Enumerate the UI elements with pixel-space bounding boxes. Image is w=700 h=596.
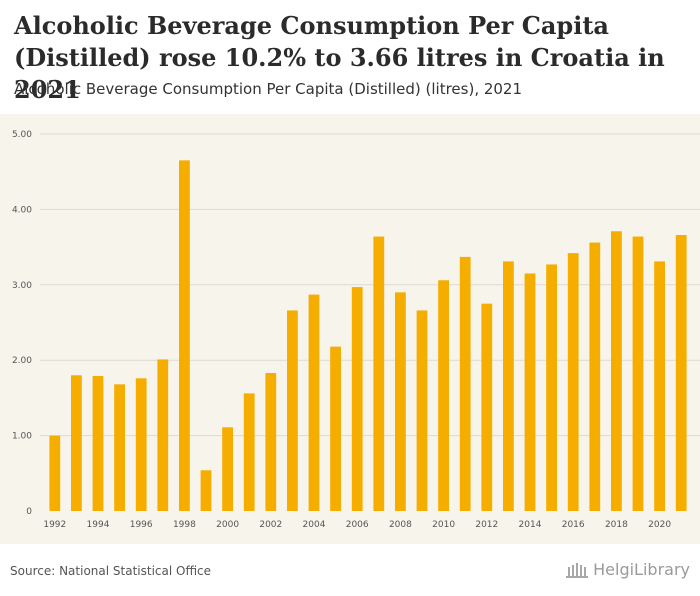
x-tick-label: 2008 <box>389 520 412 530</box>
bar-1997 <box>157 359 169 511</box>
bar-2013 <box>503 261 514 511</box>
x-tick-label: 2006 <box>346 520 369 530</box>
chart-title: Alcoholic Beverage Consumption Per Capit… <box>14 11 665 104</box>
bar-2016 <box>567 253 579 511</box>
bar-2007 <box>373 236 385 511</box>
bar-2019 <box>632 236 644 511</box>
bar-1994 <box>92 376 104 511</box>
bar-1992 <box>49 435 61 511</box>
y-tick-label: 3.00 <box>12 281 32 291</box>
bar-2017 <box>589 242 601 512</box>
bar-1998 <box>179 160 190 511</box>
bar-2004 <box>308 294 320 511</box>
logo-text: HelgiLibrary <box>593 560 690 579</box>
x-tick-label: 2012 <box>475 520 498 530</box>
bar-2010 <box>438 280 449 511</box>
y-tick-label: 5.00 <box>12 130 32 140</box>
bar-2005 <box>330 346 341 511</box>
bar-2008 <box>395 292 406 511</box>
x-tick-label: 2018 <box>605 520 628 530</box>
bar-2014 <box>524 273 536 511</box>
library-building-icon <box>566 562 589 578</box>
bar-2001 <box>243 393 255 511</box>
x-tick-label: 2016 <box>562 520 585 530</box>
bar-2021 <box>675 235 687 511</box>
bar-2002 <box>265 373 277 511</box>
bar-2009 <box>416 310 428 511</box>
x-tick-label: 2020 <box>648 520 671 530</box>
y-tick-label: 1.00 <box>12 432 32 442</box>
bar-2011 <box>459 256 471 511</box>
bar-2018 <box>611 231 622 511</box>
source-note: Source: National Statistical Office <box>10 564 212 578</box>
bar-2015 <box>546 264 557 511</box>
bar-2003 <box>287 310 298 511</box>
bar-1993 <box>71 375 82 511</box>
y-tick-label: 2.00 <box>12 356 32 366</box>
y-tick-label: 4.00 <box>12 205 32 215</box>
x-tick-label: 1996 <box>130 520 153 530</box>
bar-2000 <box>222 427 233 511</box>
helgi-library-logo: HelgiLibrary <box>565 560 690 579</box>
bar-2006 <box>351 287 363 511</box>
x-tick-label: 2010 <box>432 520 455 530</box>
bar-1995 <box>114 384 125 511</box>
bar-1999 <box>200 470 212 511</box>
bar-1996 <box>135 378 147 511</box>
x-tick-label: 2000 <box>216 520 239 530</box>
x-tick-label: 2004 <box>303 520 326 530</box>
y-tick-label: 0 <box>26 507 32 517</box>
x-tick-label: 1998 <box>173 520 196 530</box>
chart-subtitle: Alcoholic Beverage Consumption Per Capit… <box>14 80 523 98</box>
x-tick-label: 1994 <box>87 520 110 530</box>
bar-2012 <box>481 303 493 511</box>
bar-2020 <box>654 261 665 511</box>
x-tick-label: 2002 <box>259 520 282 530</box>
bar-chart: 0 1.00 2.00 3.00 4.00 5.00 1992 1994 1996 1998 200… <box>12 130 700 530</box>
x-tick-label: 1992 <box>43 520 66 530</box>
x-tick-label: 2014 <box>519 520 542 530</box>
